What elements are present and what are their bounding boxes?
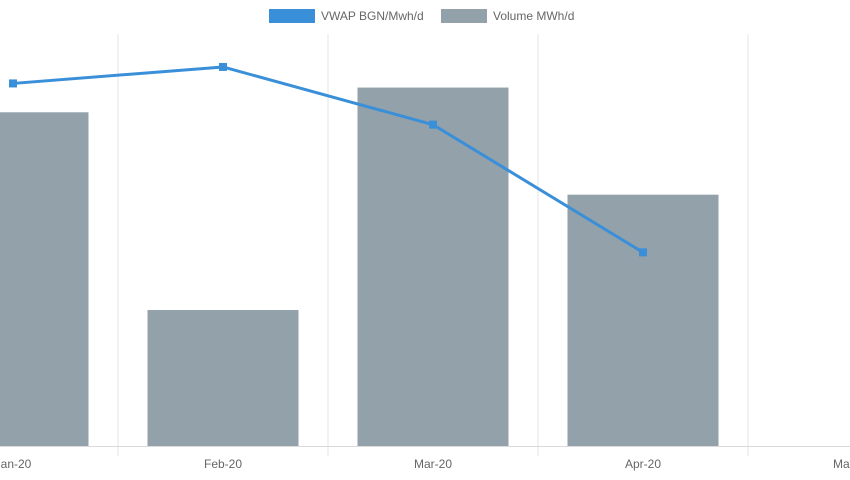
legend-item-volume[interactable]: Volume MWh/d	[441, 9, 574, 23]
x-tick-label: Feb-20	[204, 457, 242, 471]
legend-label-vwap: VWAP BGN/Mwh/d	[321, 9, 424, 23]
x-axis: Jan-20 Feb-20 Mar-20 Apr-20 May-20	[0, 446, 850, 471]
legend-item-vwap[interactable]: VWAP BGN/Mwh/d	[269, 9, 424, 23]
x-tick-label: Apr-20	[625, 457, 661, 471]
vwap-line	[9, 62, 647, 257]
x-tick-label: May-20	[833, 457, 850, 471]
bar-apr-20[interactable]	[567, 194, 719, 446]
x-tick-label: Mar-20	[414, 457, 452, 471]
bar-feb-20[interactable]	[147, 310, 299, 446]
vwap-point-mar-20[interactable]	[429, 120, 437, 129]
volume-bars	[0, 87, 719, 446]
vwap-point-apr-20[interactable]	[639, 248, 647, 257]
legend: VWAP BGN/Mwh/d Volume MWh/d	[269, 9, 574, 23]
vwap-point-feb-20[interactable]	[219, 62, 227, 71]
legend-swatch-vwap	[269, 9, 315, 23]
bar-mar-20[interactable]	[357, 87, 509, 446]
legend-label-volume: Volume MWh/d	[493, 9, 574, 23]
bar-jan-20[interactable]	[0, 112, 89, 446]
vwap-line-path	[12, 65, 644, 254]
x-tick-label: Jan-20	[0, 457, 32, 471]
vwap-point-jan-20[interactable]	[9, 79, 17, 88]
legend-swatch-volume	[441, 9, 487, 23]
grid-lines	[117, 34, 749, 456]
